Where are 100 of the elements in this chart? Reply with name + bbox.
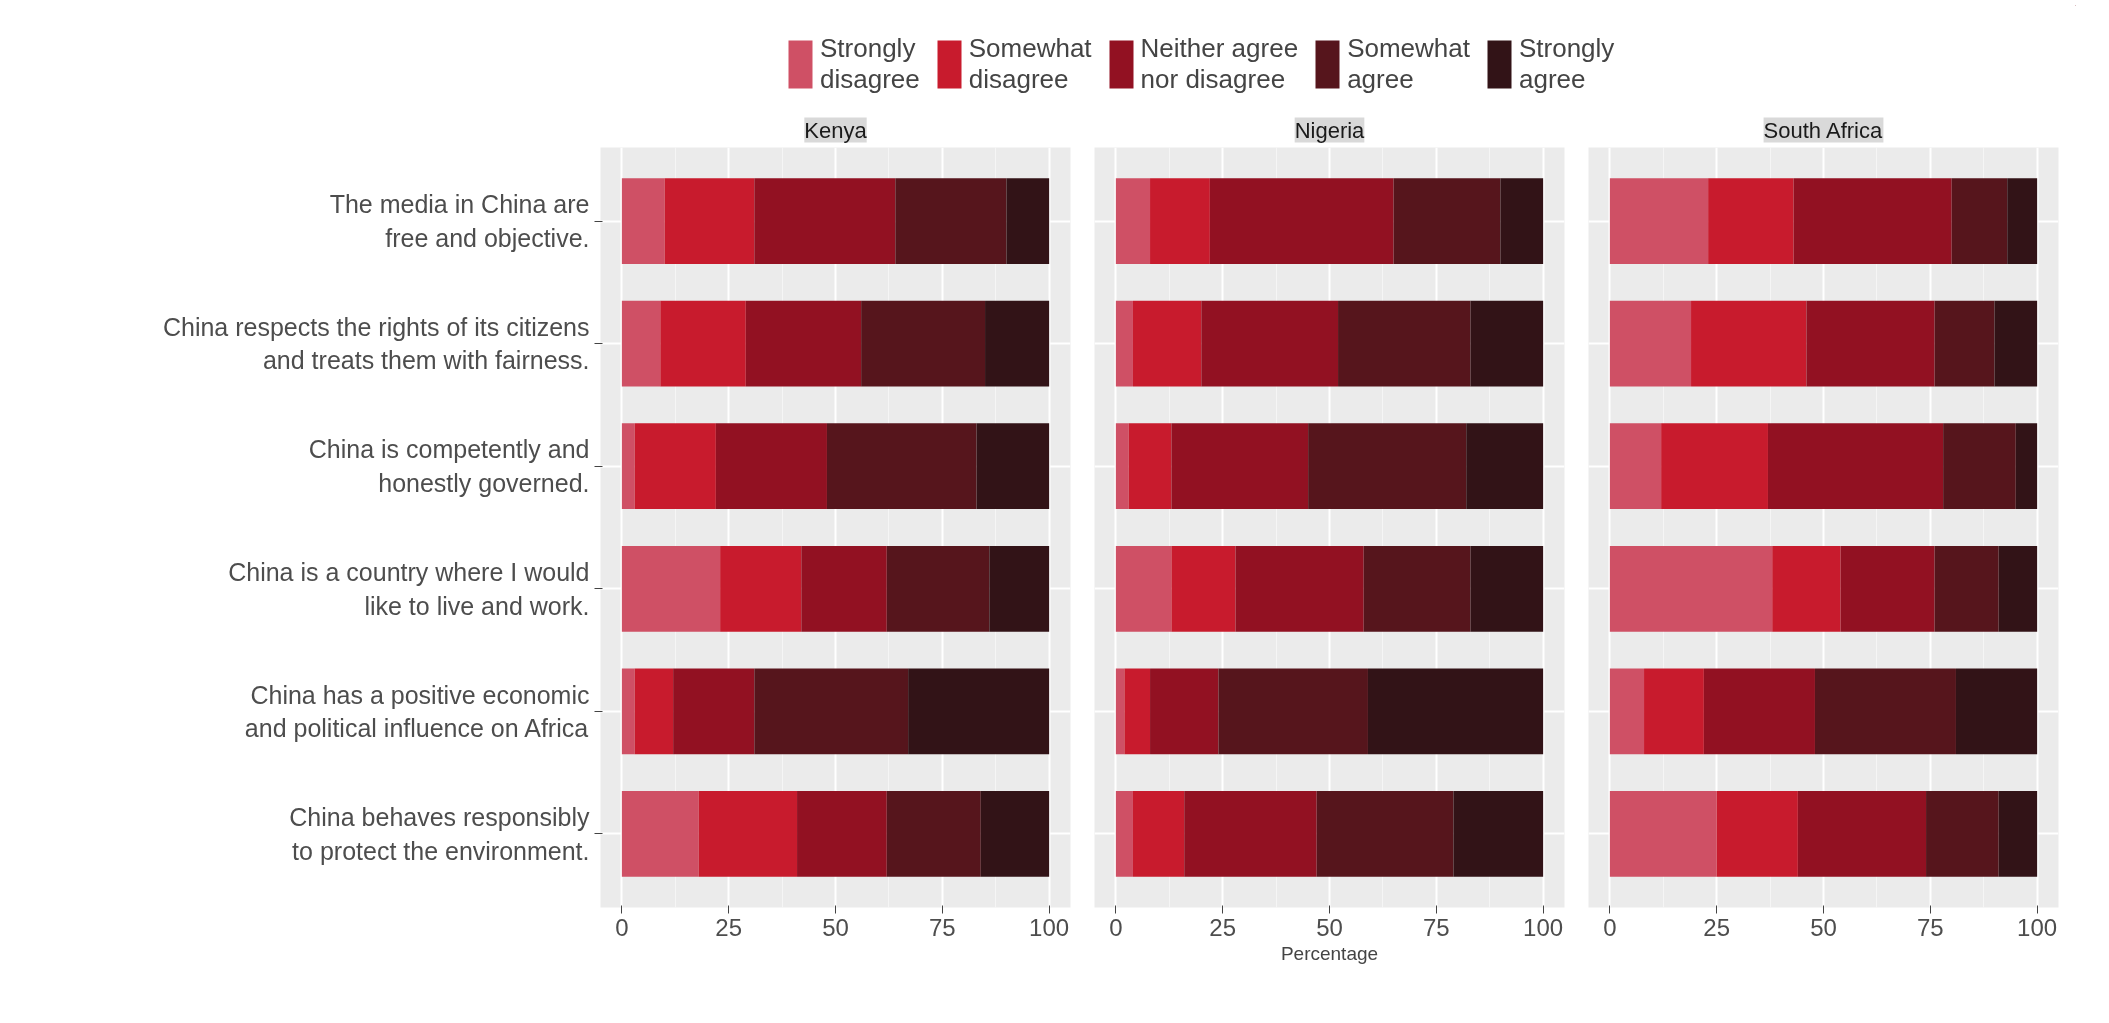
bar	[1934, 545, 1999, 632]
bar	[1338, 300, 1471, 387]
y-tick-label: China respects the rights of its citizens and treats them with fairness.	[162, 312, 590, 375]
bar	[1708, 178, 1794, 264]
bar	[1840, 545, 1935, 632]
x-tick-label: 50	[822, 913, 849, 941]
bar	[664, 178, 755, 264]
bar	[621, 791, 699, 877]
bar	[621, 423, 635, 510]
bar	[1150, 178, 1210, 264]
bar	[1132, 300, 1202, 387]
y-tick-label: The media in China are free and objective.	[329, 190, 590, 252]
bar	[1132, 791, 1185, 877]
bar	[1951, 178, 2008, 264]
legend-label: Strongly disagree	[820, 33, 920, 95]
bar	[1393, 178, 1501, 264]
y-tick-label: China is a country where I would like to live and work.	[228, 557, 590, 620]
bar	[1115, 178, 1151, 264]
bar	[1609, 423, 1662, 510]
x-tick-label: 50	[1316, 913, 1343, 941]
bar	[698, 791, 798, 877]
bar	[754, 668, 909, 755]
bar	[2007, 178, 2038, 264]
bar	[1806, 300, 1935, 387]
y-tick-label: China behaves responsibly to protect the environment.	[289, 803, 590, 865]
bar	[801, 545, 887, 632]
bar	[2015, 423, 2038, 510]
bar	[1998, 545, 2038, 632]
x-tick-label: 50	[1810, 913, 1837, 941]
bar	[1716, 791, 1798, 877]
bar	[1609, 668, 1645, 755]
x-tick-label: 0	[1109, 913, 1123, 941]
bar	[1308, 423, 1467, 510]
bar	[1171, 545, 1236, 632]
bar	[715, 423, 827, 510]
bar	[908, 668, 1050, 755]
legend-label: Strongly agree	[1518, 33, 1615, 95]
bar	[634, 423, 716, 510]
bar	[1209, 178, 1394, 264]
bar	[1184, 791, 1317, 877]
bar	[1998, 791, 2038, 877]
bar	[621, 178, 665, 264]
bar	[1316, 791, 1454, 877]
bar	[1797, 791, 1927, 877]
bar	[1609, 300, 1692, 387]
bar	[1150, 668, 1219, 755]
x-tick-label: 100	[1029, 913, 1070, 941]
x-axis-title: Percentage	[1280, 942, 1379, 964]
legend-label: Somewhat agree	[1347, 33, 1470, 95]
bar	[1767, 423, 1944, 510]
x-tick-label: 75	[928, 913, 956, 941]
bar	[895, 178, 1007, 264]
bar	[861, 300, 986, 387]
x-tick-label: 100	[2017, 913, 2058, 941]
x-tick-label: 75	[1916, 913, 1944, 941]
bar	[634, 668, 674, 755]
bar	[886, 545, 990, 632]
bar	[621, 300, 661, 387]
bar	[1367, 668, 1544, 755]
chart-title: Nigeria	[1294, 117, 1366, 143]
x-tick-label: 100	[1523, 913, 1564, 941]
bar	[660, 300, 746, 387]
bar	[1115, 300, 1133, 387]
bar	[673, 668, 755, 755]
chart-title: South Africa	[1763, 117, 1883, 143]
x-tick-label: 0	[615, 913, 629, 941]
bar	[720, 545, 802, 632]
bar	[985, 300, 1050, 387]
x-tick-label: 75	[1422, 913, 1450, 941]
bar	[797, 791, 887, 877]
bar	[1201, 300, 1339, 387]
bar	[976, 423, 1050, 510]
bar	[1644, 668, 1704, 755]
x-tick-label: 25	[1209, 913, 1237, 941]
bar	[1124, 668, 1151, 755]
bar	[1955, 668, 2038, 755]
bar	[989, 545, 1050, 632]
bar	[1703, 668, 1815, 755]
bar	[1115, 545, 1172, 632]
bar	[1115, 668, 1125, 755]
bar	[980, 791, 1050, 877]
bar	[1218, 668, 1368, 755]
bar	[1128, 423, 1172, 510]
bar	[1171, 423, 1309, 510]
bar	[621, 668, 635, 755]
bar	[1814, 668, 1956, 755]
x-tick-label: 0	[1603, 913, 1617, 941]
bar	[1661, 423, 1768, 510]
bar	[1466, 423, 1544, 510]
bar	[1453, 791, 1544, 877]
bar	[745, 300, 862, 387]
bar	[1115, 791, 1133, 877]
bar	[1609, 545, 1773, 632]
legend-label: Neither agree nor disagree	[1140, 33, 1299, 95]
bar	[1926, 791, 1999, 877]
bar	[1609, 791, 1717, 877]
y-tick-label: China has a positive economic and political influence on Africa	[244, 680, 590, 743]
bar	[886, 791, 981, 877]
x-tick-label: 25	[1703, 913, 1731, 941]
bar	[1609, 178, 1709, 264]
